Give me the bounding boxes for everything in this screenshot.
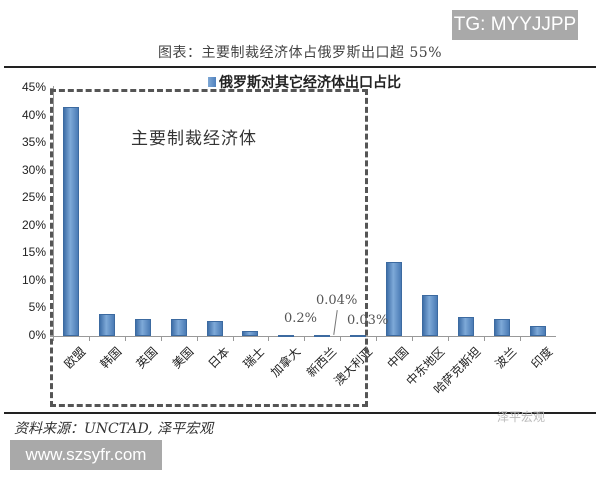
- x-tick-mark: [519, 336, 521, 341]
- x-tick-mark: [447, 336, 449, 341]
- x-tick-mark: [268, 336, 270, 341]
- x-tick-mark: [53, 336, 54, 341]
- bar: [493, 319, 510, 336]
- top-rule: [4, 66, 596, 68]
- y-tick-label: 35%: [21, 135, 46, 150]
- x-tick-mark: [160, 336, 162, 341]
- bar: [421, 294, 438, 336]
- legend: 俄罗斯对其它经济体出口占比: [208, 72, 401, 92]
- watermark-badge-bottom: www.szsyfr.com: [10, 440, 162, 470]
- bar: [314, 335, 331, 337]
- y-tick-label: 45%: [21, 80, 46, 94]
- x-tick-label: 印度: [528, 344, 555, 372]
- y-tick-mark: [50, 88, 54, 89]
- bar: [386, 261, 403, 336]
- y-tick-label: 15%: [21, 245, 46, 260]
- bar: [457, 317, 474, 336]
- y-tick-label: 20%: [21, 217, 46, 232]
- bar: [170, 318, 187, 336]
- bar: [206, 321, 223, 336]
- x-tick-label: 波兰: [492, 344, 520, 372]
- watermark-corner: 泽平宏观: [497, 410, 546, 424]
- annotation-australia: 0.03%: [347, 313, 389, 328]
- x-tick-mark: [483, 336, 485, 341]
- x-tick-mark: [124, 336, 126, 341]
- bar: [98, 313, 115, 336]
- annotation-new-zealand: 0.04%: [316, 293, 358, 308]
- y-tick-label: 40%: [21, 107, 46, 122]
- x-tick-mark: [232, 336, 234, 341]
- y-tick-label: 25%: [21, 190, 46, 205]
- y-tick-label: 5%: [28, 300, 46, 315]
- bar: [278, 334, 295, 337]
- sanction-group-box: [50, 89, 368, 407]
- x-tick-mark: [412, 336, 413, 341]
- x-tick-mark: [88, 336, 90, 341]
- source-note: 资料来源：UNCTAD, 泽平宏观: [14, 421, 214, 437]
- watermark-badge-top: TG: MYYJJPP: [452, 10, 578, 40]
- x-tick-mark: [376, 336, 378, 341]
- legend-swatch-icon: [208, 77, 216, 87]
- y-tick-label: 30%: [21, 162, 46, 177]
- bar: [134, 318, 151, 336]
- x-tick-label: 中国: [384, 344, 412, 372]
- y-tick-label: 10%: [21, 272, 46, 287]
- figure-title: 图表：主要制裁经济体占俄罗斯出口超 55%: [157, 45, 443, 61]
- x-tick-mark: [340, 336, 342, 341]
- x-tick-mark: [304, 336, 306, 341]
- annotation-canada: 0.2%: [284, 311, 318, 326]
- bar: [529, 326, 546, 336]
- legend-label: 俄罗斯对其它经济体出口占比: [219, 75, 401, 91]
- sanction-group-label: 主要制裁经济体: [131, 129, 257, 149]
- bar: [242, 331, 259, 336]
- bar: [62, 107, 79, 336]
- x-tick-mark: [196, 336, 198, 341]
- y-tick-label: 0%: [28, 328, 46, 342]
- bottom-rule: [4, 412, 596, 414]
- y-axis: [53, 86, 54, 338]
